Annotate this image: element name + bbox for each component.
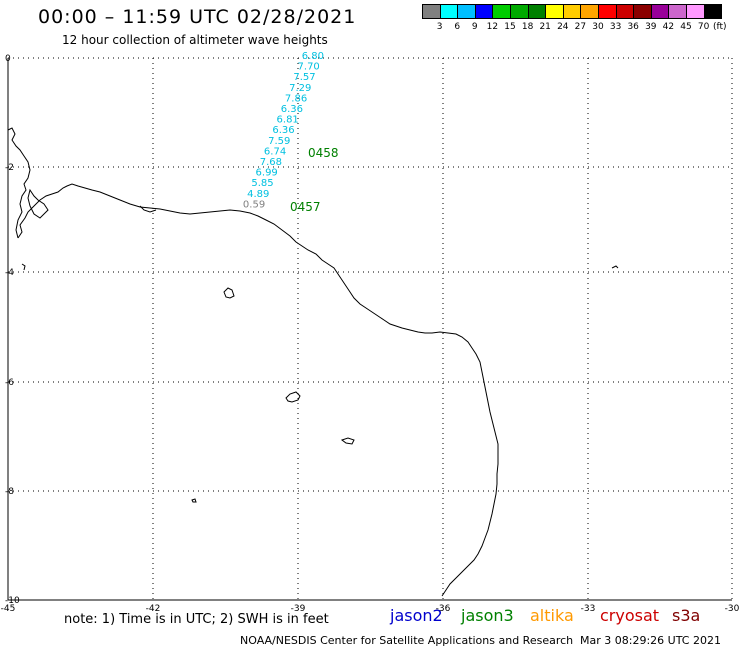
legend-tick-label: 3: [436, 22, 443, 32]
track-wave-height-label: 4.89: [247, 189, 269, 200]
satellite-label-altika: altika: [530, 606, 574, 625]
satellite-label-jason2: jason2: [390, 606, 443, 625]
track-wave-height-label: 5.85: [251, 178, 273, 189]
legend-unit: (ft): [713, 22, 727, 32]
latitude-tick-label: -10: [5, 596, 20, 606]
track-wave-height-label: 6.36: [281, 104, 303, 115]
footer-note: note: 1) Time is in UTC; 2) SWH is in fe…: [64, 612, 329, 627]
track-wave-height-label: 7.70: [298, 62, 320, 73]
coastline: [7, 127, 619, 597]
island-annobon: [191, 498, 197, 503]
legend-tick-label: 33: [609, 22, 622, 32]
track-wave-height-label: 0.59: [243, 199, 265, 210]
track-wave-height-label: 7.86: [285, 93, 307, 104]
map-title: 00:00 – 11:59 UTC 02/28/2021: [38, 6, 357, 28]
track-wave-height-label: 7.68: [260, 157, 282, 168]
legend-tick-label: 24: [557, 22, 569, 32]
track-wave-height-label: 7.29: [289, 83, 311, 94]
track-wave-height-label: 6.36: [272, 125, 294, 136]
legend-tick-label: 18: [521, 22, 534, 32]
altimeter-track: 6.807.707.577.297.866.366.816.367.596.74…: [243, 51, 339, 214]
latitude-tick-label: -8: [5, 487, 14, 497]
legend-tick-label: 36: [627, 22, 639, 32]
island-sao-tome: [340, 437, 355, 445]
longitude-tick-label: -36: [436, 604, 451, 614]
footer-timestamp: Mar 3 08:29:26 UTC 2021: [580, 634, 721, 647]
track-wave-height-label: 6.99: [256, 168, 278, 179]
longitude-tick-labels: -45 -42 -39 -36 -33 -30: [1, 604, 740, 614]
plot-frame: [7, 58, 732, 601]
coastline-islands-west: [27, 188, 49, 219]
island-principe: [285, 391, 301, 403]
legend-swatch: [703, 4, 723, 19]
longitude-tick-label: -42: [146, 604, 161, 614]
legend-tick-label: 12: [486, 22, 499, 32]
track-wave-height-label: 7.59: [268, 136, 290, 147]
coastline-fragment-east: [611, 265, 619, 269]
legend-tick-label: 70: [697, 22, 710, 32]
longitude-tick-label: -39: [291, 604, 306, 614]
coastline-bight-detail: [139, 205, 157, 213]
coastline-fragment-west: [21, 263, 26, 271]
latitude-tick-label: -2: [5, 163, 14, 173]
map-graticule: [8, 57, 733, 600]
legend-tick-label: 45: [680, 22, 692, 32]
longitude-tick-label: -45: [1, 604, 16, 614]
latitude-tick-label: -6: [5, 378, 14, 388]
satellite-label-s3a: s3a: [672, 606, 701, 625]
latitude-tick-label: 0: [5, 54, 11, 64]
legend-tick-label: 6: [454, 22, 461, 32]
satellite-label-cryosat: cryosat: [600, 606, 660, 625]
satellite-label-jason3: jason3: [461, 606, 514, 625]
island-bioko: [223, 287, 235, 299]
track-wave-height-label: 6.74: [264, 146, 286, 157]
legend-tick-label: 21: [539, 22, 551, 32]
legend-tick-label: 15: [504, 22, 516, 32]
longitude-tick-label: -33: [581, 604, 596, 614]
track-time-label-lower: 0457: [290, 200, 321, 214]
coastline-northwest: [7, 127, 31, 239]
track-wave-height-label: 6.80: [302, 51, 324, 62]
map-subtitle: 12 hour collection of altimeter wave hei…: [62, 33, 328, 47]
legend-tick-label: 39: [645, 22, 657, 32]
legend-tick-label: 9: [471, 22, 478, 32]
latitude-tick-labels: 0 -2 -4 -6 -8 -10: [5, 54, 20, 606]
longitude-tick-label: -30: [725, 604, 740, 614]
legend-tick-label: 30: [592, 22, 604, 32]
footer-credit: NOAA/NESDIS Center for Satellite Applica…: [240, 634, 574, 647]
coastline-main: [17, 183, 499, 597]
track-wave-height-label: 7.57: [293, 72, 315, 83]
legend-tick-label: 42: [662, 22, 675, 32]
track-time-label-upper: 0458: [308, 146, 339, 160]
legend-tick-label: 27: [574, 22, 587, 32]
track-wave-height-label: 6.81: [277, 115, 299, 126]
latitude-tick-label: -4: [5, 268, 14, 278]
